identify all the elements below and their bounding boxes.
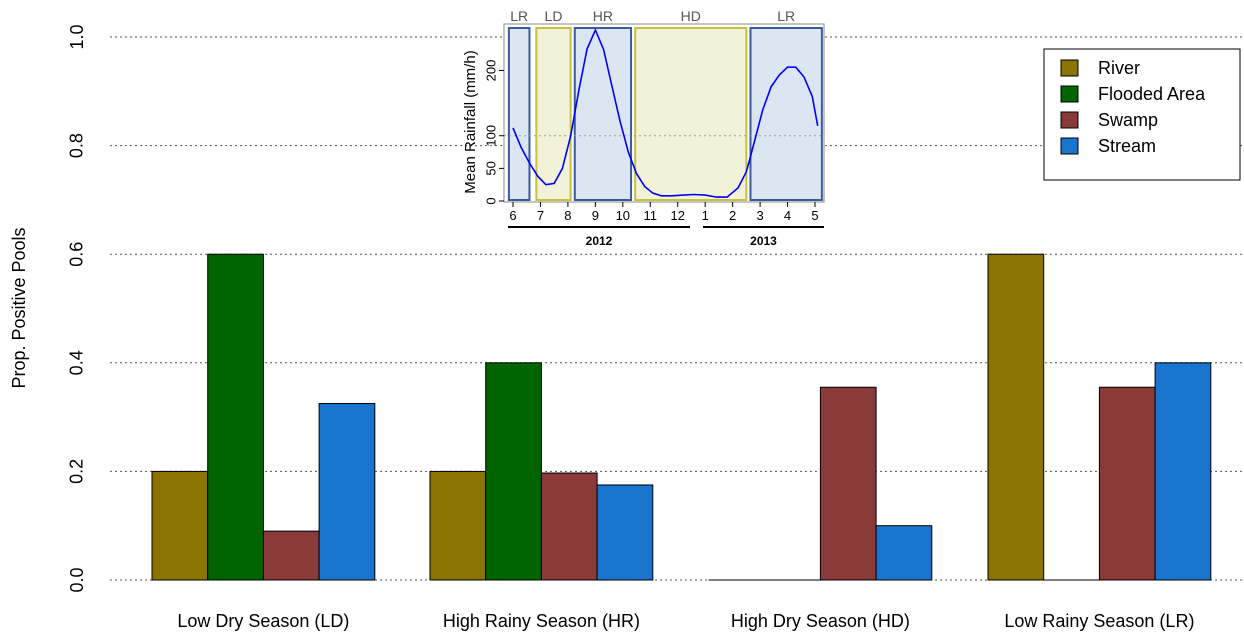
inset-season-boxes: LR LD HR HD LR	[507, 8, 823, 201]
inset-y-tick-label: 0	[483, 197, 498, 204]
bar-swamp	[819, 386, 877, 581]
legend-swatch	[1060, 59, 1079, 77]
rainfall-line	[512, 27, 819, 198]
rainy-season-box	[573, 27, 633, 201]
legend-swatch	[1060, 85, 1079, 103]
dry-season-box	[634, 27, 748, 201]
x-category-label: Low Dry Season (LD)	[177, 611, 349, 631]
legend-swatch	[1060, 137, 1079, 155]
legend-label: Flooded Area	[1098, 84, 1206, 104]
inset-x-tick-label: 8	[564, 208, 571, 223]
legend-swatch	[1060, 111, 1079, 129]
inset-y-axis-label: Mean Rainfall (mm/h)	[462, 50, 479, 193]
x-category-label: Low Rainy Season (LR)	[1004, 611, 1194, 631]
inset-x-tick-label: 6	[509, 208, 516, 223]
bar-stream	[1154, 362, 1212, 581]
inset-x-tick-label: 10	[616, 208, 630, 223]
bar-river	[151, 470, 209, 581]
main-category-labels: Low Dry Season (LD) High Rainy Season (HR…	[177, 611, 1194, 631]
legend: River Flooded Area Swamp Stream	[1043, 48, 1241, 181]
y-tick-label: 0.0	[67, 567, 87, 592]
inset-y-tick-label: 100	[483, 125, 498, 147]
x-category-label: High Rainy Season (HR)	[443, 611, 640, 631]
inset-x-tick-label: 1	[702, 208, 709, 223]
bar-swamp	[540, 472, 598, 581]
inset-y-ticks: 0 50 100 200	[483, 24, 505, 205]
bar-swamp	[1098, 386, 1156, 581]
main-bars	[151, 253, 1212, 581]
legend-label: Swamp	[1098, 110, 1158, 130]
season-label: LR	[777, 8, 795, 24]
rainy-season-box	[507, 27, 531, 201]
main-y-ticks: 0.0 0.2 0.4 0.6 0.8 1.0	[67, 24, 87, 592]
inset-x-tick-label: 9	[592, 208, 599, 223]
bar-stream	[596, 484, 654, 581]
y-tick-label: 0.2	[67, 459, 87, 484]
legend-label: River	[1098, 58, 1140, 78]
y-tick-label: 0.6	[67, 242, 87, 267]
bar-stream	[875, 525, 933, 581]
dry-season-box	[535, 27, 572, 201]
inset-x-tick-label: 12	[670, 208, 684, 223]
season-label: LD	[545, 8, 563, 24]
inset-x-tick-label: 5	[811, 208, 818, 223]
year-label: 2013	[750, 234, 777, 248]
inset-x-tick-label: 3	[756, 208, 763, 223]
season-label: HD	[681, 8, 701, 24]
season-label: HR	[593, 8, 613, 24]
y-tick-label: 1.0	[67, 24, 87, 49]
inset-y-tick-label: 50	[483, 161, 498, 175]
inset-x-tick-label: 2	[729, 208, 736, 223]
y-axis-label: Prop. Positive Pools	[9, 227, 29, 388]
bar-swamp	[262, 530, 320, 581]
y-tick-label: 0.8	[67, 133, 87, 158]
inset-y-tick-label: 200	[483, 60, 498, 82]
season-label: LR	[510, 8, 528, 24]
bar-flooded-area	[485, 362, 542, 581]
y-tick-label: 0.4	[67, 350, 87, 375]
year-label: 2012	[586, 234, 613, 248]
inset-x-tick-label: 11	[644, 208, 658, 223]
bar-stream	[318, 403, 376, 581]
inset-x-ticks: 6 7 8 9 10 11 12 1 2 3 4 5	[504, 201, 824, 223]
legend-label: Stream	[1098, 136, 1156, 156]
bar-flooded-area	[207, 253, 264, 581]
bar-river	[429, 470, 487, 581]
bar-river	[987, 253, 1045, 581]
inset-x-tick-label: 4	[784, 208, 791, 223]
inset-x-tick-label: 7	[537, 208, 544, 223]
x-category-label: High Dry Season (HD)	[731, 611, 910, 631]
inset-year-labels: 2012 2013	[508, 226, 824, 248]
